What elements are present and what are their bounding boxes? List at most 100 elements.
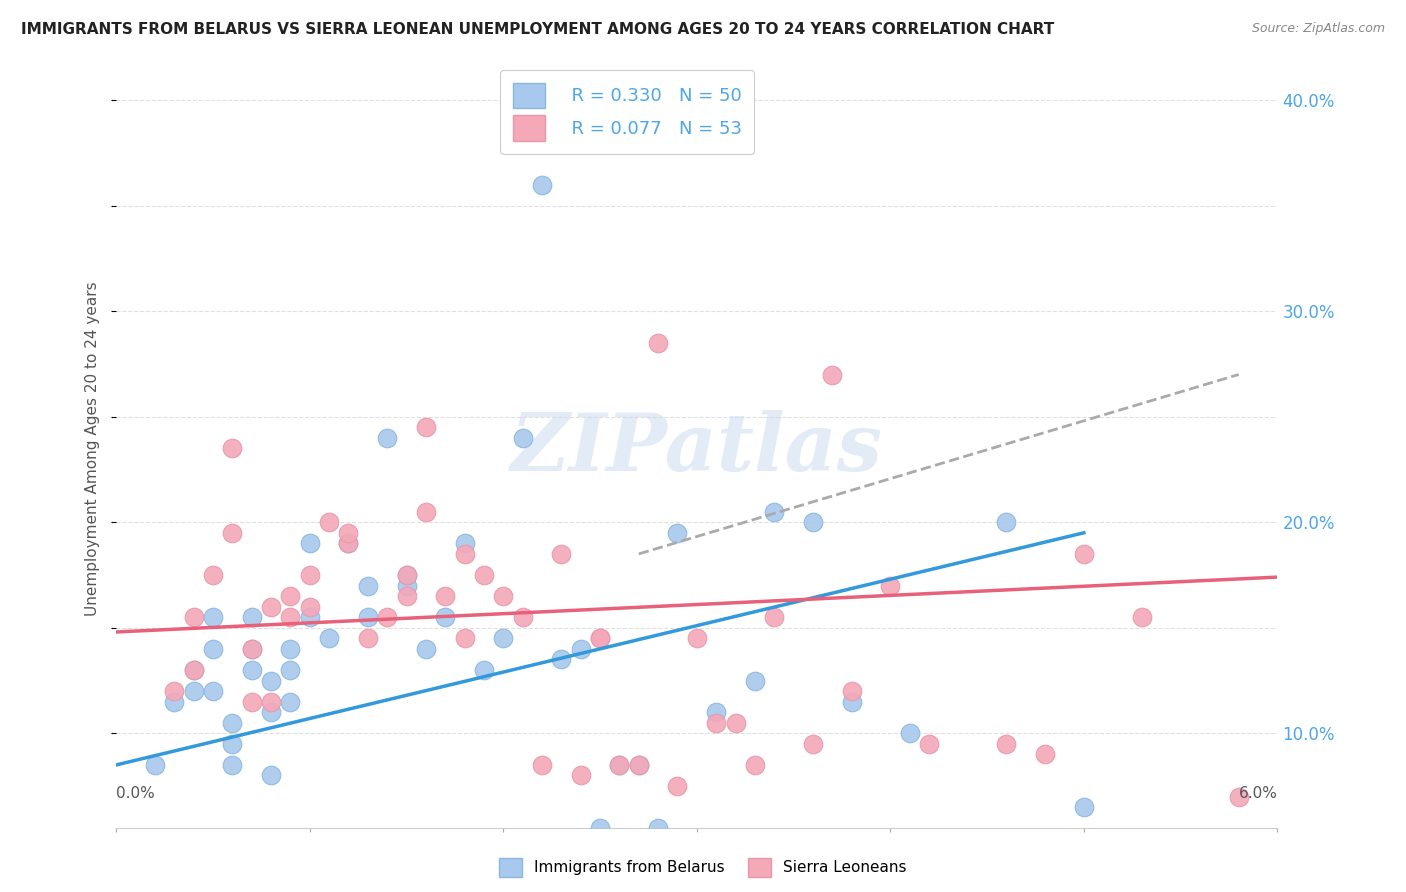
Point (589, 822, 612, 836)
Legend: Immigrants from Belarus, Sierra Leoneans: Immigrants from Belarus, Sierra Leoneans (492, 850, 914, 884)
Point (163, 695, 186, 709)
Point (183, 663, 205, 677)
Point (1073, 547, 1095, 561)
Point (221, 442, 243, 456)
Point (260, 705, 283, 719)
Point (841, 695, 863, 709)
Point (512, 431, 534, 445)
Text: ZIPatlas: ZIPatlas (510, 409, 883, 487)
Point (318, 632, 340, 646)
Point (395, 589, 418, 603)
Point (453, 536, 475, 550)
Point (472, 568, 495, 582)
Point (609, 758, 631, 772)
Point (221, 525, 243, 540)
Point (395, 568, 418, 582)
Point (1227, 789, 1250, 804)
Point (202, 568, 225, 582)
Point (298, 599, 321, 614)
Point (995, 515, 1018, 529)
Point (240, 695, 263, 709)
Point (879, 578, 901, 592)
Point (627, 758, 650, 772)
Point (763, 610, 786, 624)
Point (375, 610, 398, 624)
Point (550, 652, 572, 666)
Point (183, 663, 205, 677)
Point (240, 610, 263, 624)
Point (704, 715, 727, 730)
Text: Source: ZipAtlas.com: Source: ZipAtlas.com (1251, 22, 1385, 36)
Point (724, 715, 747, 730)
Point (898, 726, 921, 740)
Point (298, 610, 321, 624)
Point (589, 632, 612, 646)
Point (240, 641, 263, 656)
Point (357, 610, 380, 624)
Point (704, 705, 727, 719)
Point (995, 737, 1018, 751)
Point (569, 768, 592, 782)
Point (280, 663, 302, 677)
Point (550, 547, 572, 561)
Point (183, 610, 205, 624)
Point (240, 641, 263, 656)
Point (666, 779, 689, 793)
Y-axis label: Unemployment Among Ages 20 to 24 years: Unemployment Among Ages 20 to 24 years (86, 281, 100, 615)
Point (801, 737, 824, 751)
Point (647, 822, 669, 836)
Point (260, 673, 283, 688)
Point (337, 536, 360, 550)
Point (260, 695, 283, 709)
Point (221, 737, 243, 751)
Point (918, 737, 941, 751)
Point (318, 515, 340, 529)
Point (415, 505, 437, 519)
Point (531, 178, 554, 192)
Point (240, 663, 263, 677)
Point (163, 684, 186, 698)
Point (434, 589, 457, 603)
Point (512, 610, 534, 624)
Point (337, 536, 360, 550)
Point (569, 641, 592, 656)
Point (202, 641, 225, 656)
Point (686, 632, 709, 646)
Point (221, 758, 243, 772)
Point (492, 589, 515, 603)
Text: 0.0%: 0.0% (117, 787, 155, 801)
Point (531, 758, 554, 772)
Point (744, 758, 766, 772)
Point (821, 368, 844, 382)
Point (492, 632, 515, 646)
Point (666, 525, 689, 540)
Text: 6.0%: 6.0% (1239, 787, 1278, 801)
Point (260, 768, 283, 782)
Point (472, 663, 495, 677)
Point (298, 568, 321, 582)
Point (1033, 747, 1056, 762)
Point (395, 578, 418, 592)
Point (627, 758, 650, 772)
Point (357, 632, 380, 646)
Point (260, 599, 283, 614)
Text: IMMIGRANTS FROM BELARUS VS SIERRA LEONEAN UNEMPLOYMENT AMONG AGES 20 TO 24 YEARS: IMMIGRANTS FROM BELARUS VS SIERRA LEONEA… (21, 22, 1054, 37)
Point (1130, 610, 1153, 624)
Point (280, 610, 302, 624)
Point (763, 505, 786, 519)
Point (202, 684, 225, 698)
Point (453, 632, 475, 646)
Point (298, 536, 321, 550)
Point (647, 335, 669, 350)
Point (609, 758, 631, 772)
Point (589, 632, 612, 646)
Point (801, 515, 824, 529)
Point (1073, 800, 1095, 814)
Point (202, 610, 225, 624)
Point (434, 610, 457, 624)
Point (143, 758, 166, 772)
Point (280, 589, 302, 603)
Point (183, 684, 205, 698)
Point (221, 715, 243, 730)
Point (375, 431, 398, 445)
